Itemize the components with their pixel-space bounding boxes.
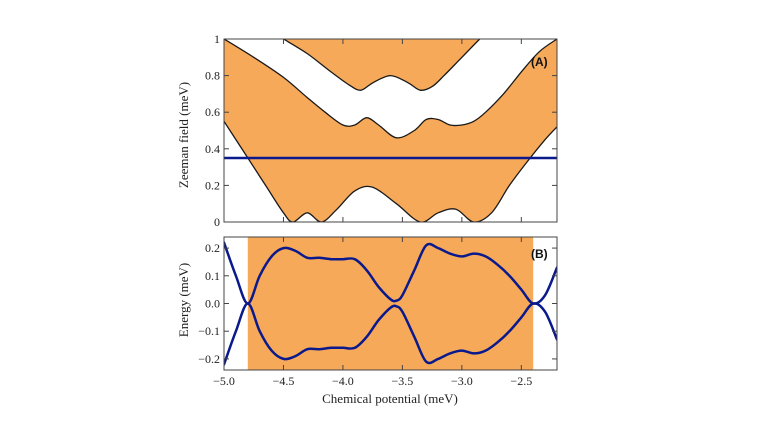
panel-b-y-tick-label: 0.1 [205, 269, 220, 283]
panel-b-ticks: 0.2 0.1 0.0 −0.1 −0.2 −5.0 −4.5 −4.0 −3.5 −3.0 −2.… [198, 237, 557, 388]
panel-b-x-tick-label: −3.0 [451, 374, 473, 388]
panel-a-shaded-region-lower [224, 39, 557, 222]
panel-b-energy-series-1 [224, 241, 557, 305]
panel-a-y-tick-label: 1 [214, 32, 220, 46]
panel-a-y-axis-label: Zeeman field (meV) [176, 82, 191, 188]
panel-a-boundary-curve-2 [224, 39, 557, 139]
panel-a-frame [223, 38, 558, 223]
panel-a-label: (A) [531, 55, 548, 69]
panel-a-y-tick-label: 0.2 [205, 178, 220, 192]
panel-b-y-tick-label: −0.1 [198, 324, 220, 338]
panel-b-x-tick-label: −4.0 [332, 374, 354, 388]
panel-a-y-tick-label: 0.8 [205, 69, 220, 83]
panel-b-x-tick-label: −3.5 [392, 374, 414, 388]
panel-b-y-tick-label: −0.2 [198, 352, 220, 366]
panel-b-y-tick-label: 0.0 [205, 297, 220, 311]
panel-a-shaded-regions [224, 39, 557, 222]
panel-a-ticks: 0 0.2 0.4 0.6 0.8 1 [205, 32, 557, 229]
panel-b: 0.2 0.1 0.0 −0.1 −0.2 −5.0 −4.5 −4.0 −3.5 −3.0 −2.… [176, 236, 558, 406]
panel-a-boundary-curve-1 [224, 120, 557, 222]
panel-a-y-tick-label: 0.4 [205, 142, 220, 156]
panel-a-boundary-curve-3 [283, 39, 481, 91]
panel-b-x-tick-label: −5.0 [213, 374, 235, 388]
panel-b-label: (B) [531, 247, 548, 261]
panel-b-x-tick-label: −4.5 [273, 374, 295, 388]
panel-b-x-axis-label: Chemical potential (meV) [322, 391, 458, 406]
panel-b-shaded-band [247, 237, 534, 370]
panel-a-shaded-region-upper [283, 39, 480, 91]
panel-a-y-tick-label: 0.6 [205, 105, 220, 119]
panel-b-energy-curves [224, 241, 557, 366]
panel-b-y-axis-label: Energy (meV) [176, 263, 191, 337]
panel-a-y-tick-label: 0 [214, 215, 220, 229]
panel-a-boundary-curves [224, 39, 557, 222]
panel-b-energy-series-2 [224, 302, 557, 366]
panel-b-y-tick-label: 0.2 [205, 241, 220, 255]
panel-a: 0 0.2 0.4 0.6 0.8 1 Zeeman field (meV) (A) [176, 32, 558, 229]
panel-b-x-tick-label: −2.5 [510, 374, 532, 388]
